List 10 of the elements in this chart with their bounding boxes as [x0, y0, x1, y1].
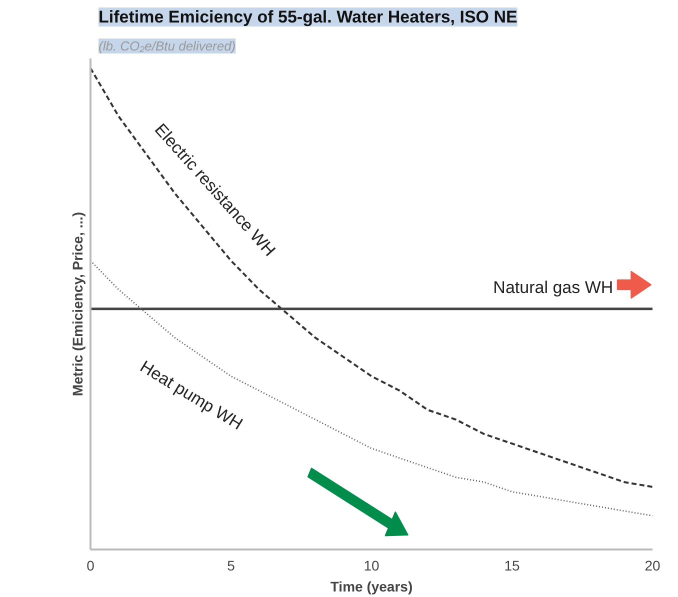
x-tick-label: 15	[504, 558, 520, 574]
x-axis-title: Time (years)	[330, 578, 413, 594]
x-tick-label: 5	[227, 558, 236, 574]
x-tick-label: 10	[364, 558, 380, 574]
chart-subtitle: (lb. CO₂e/Btu delivered)	[98, 38, 236, 54]
x-tick-label: 0	[86, 558, 95, 574]
series-label: Natural gas WH	[493, 278, 614, 297]
x-tick-label: 20	[644, 558, 660, 574]
y-axis-title: Metric (Emiciency, Price, ...)	[70, 212, 86, 396]
chart-title: Lifetime Emiciency of 55-gal. Water Heaters, ISO NE	[98, 8, 518, 26]
